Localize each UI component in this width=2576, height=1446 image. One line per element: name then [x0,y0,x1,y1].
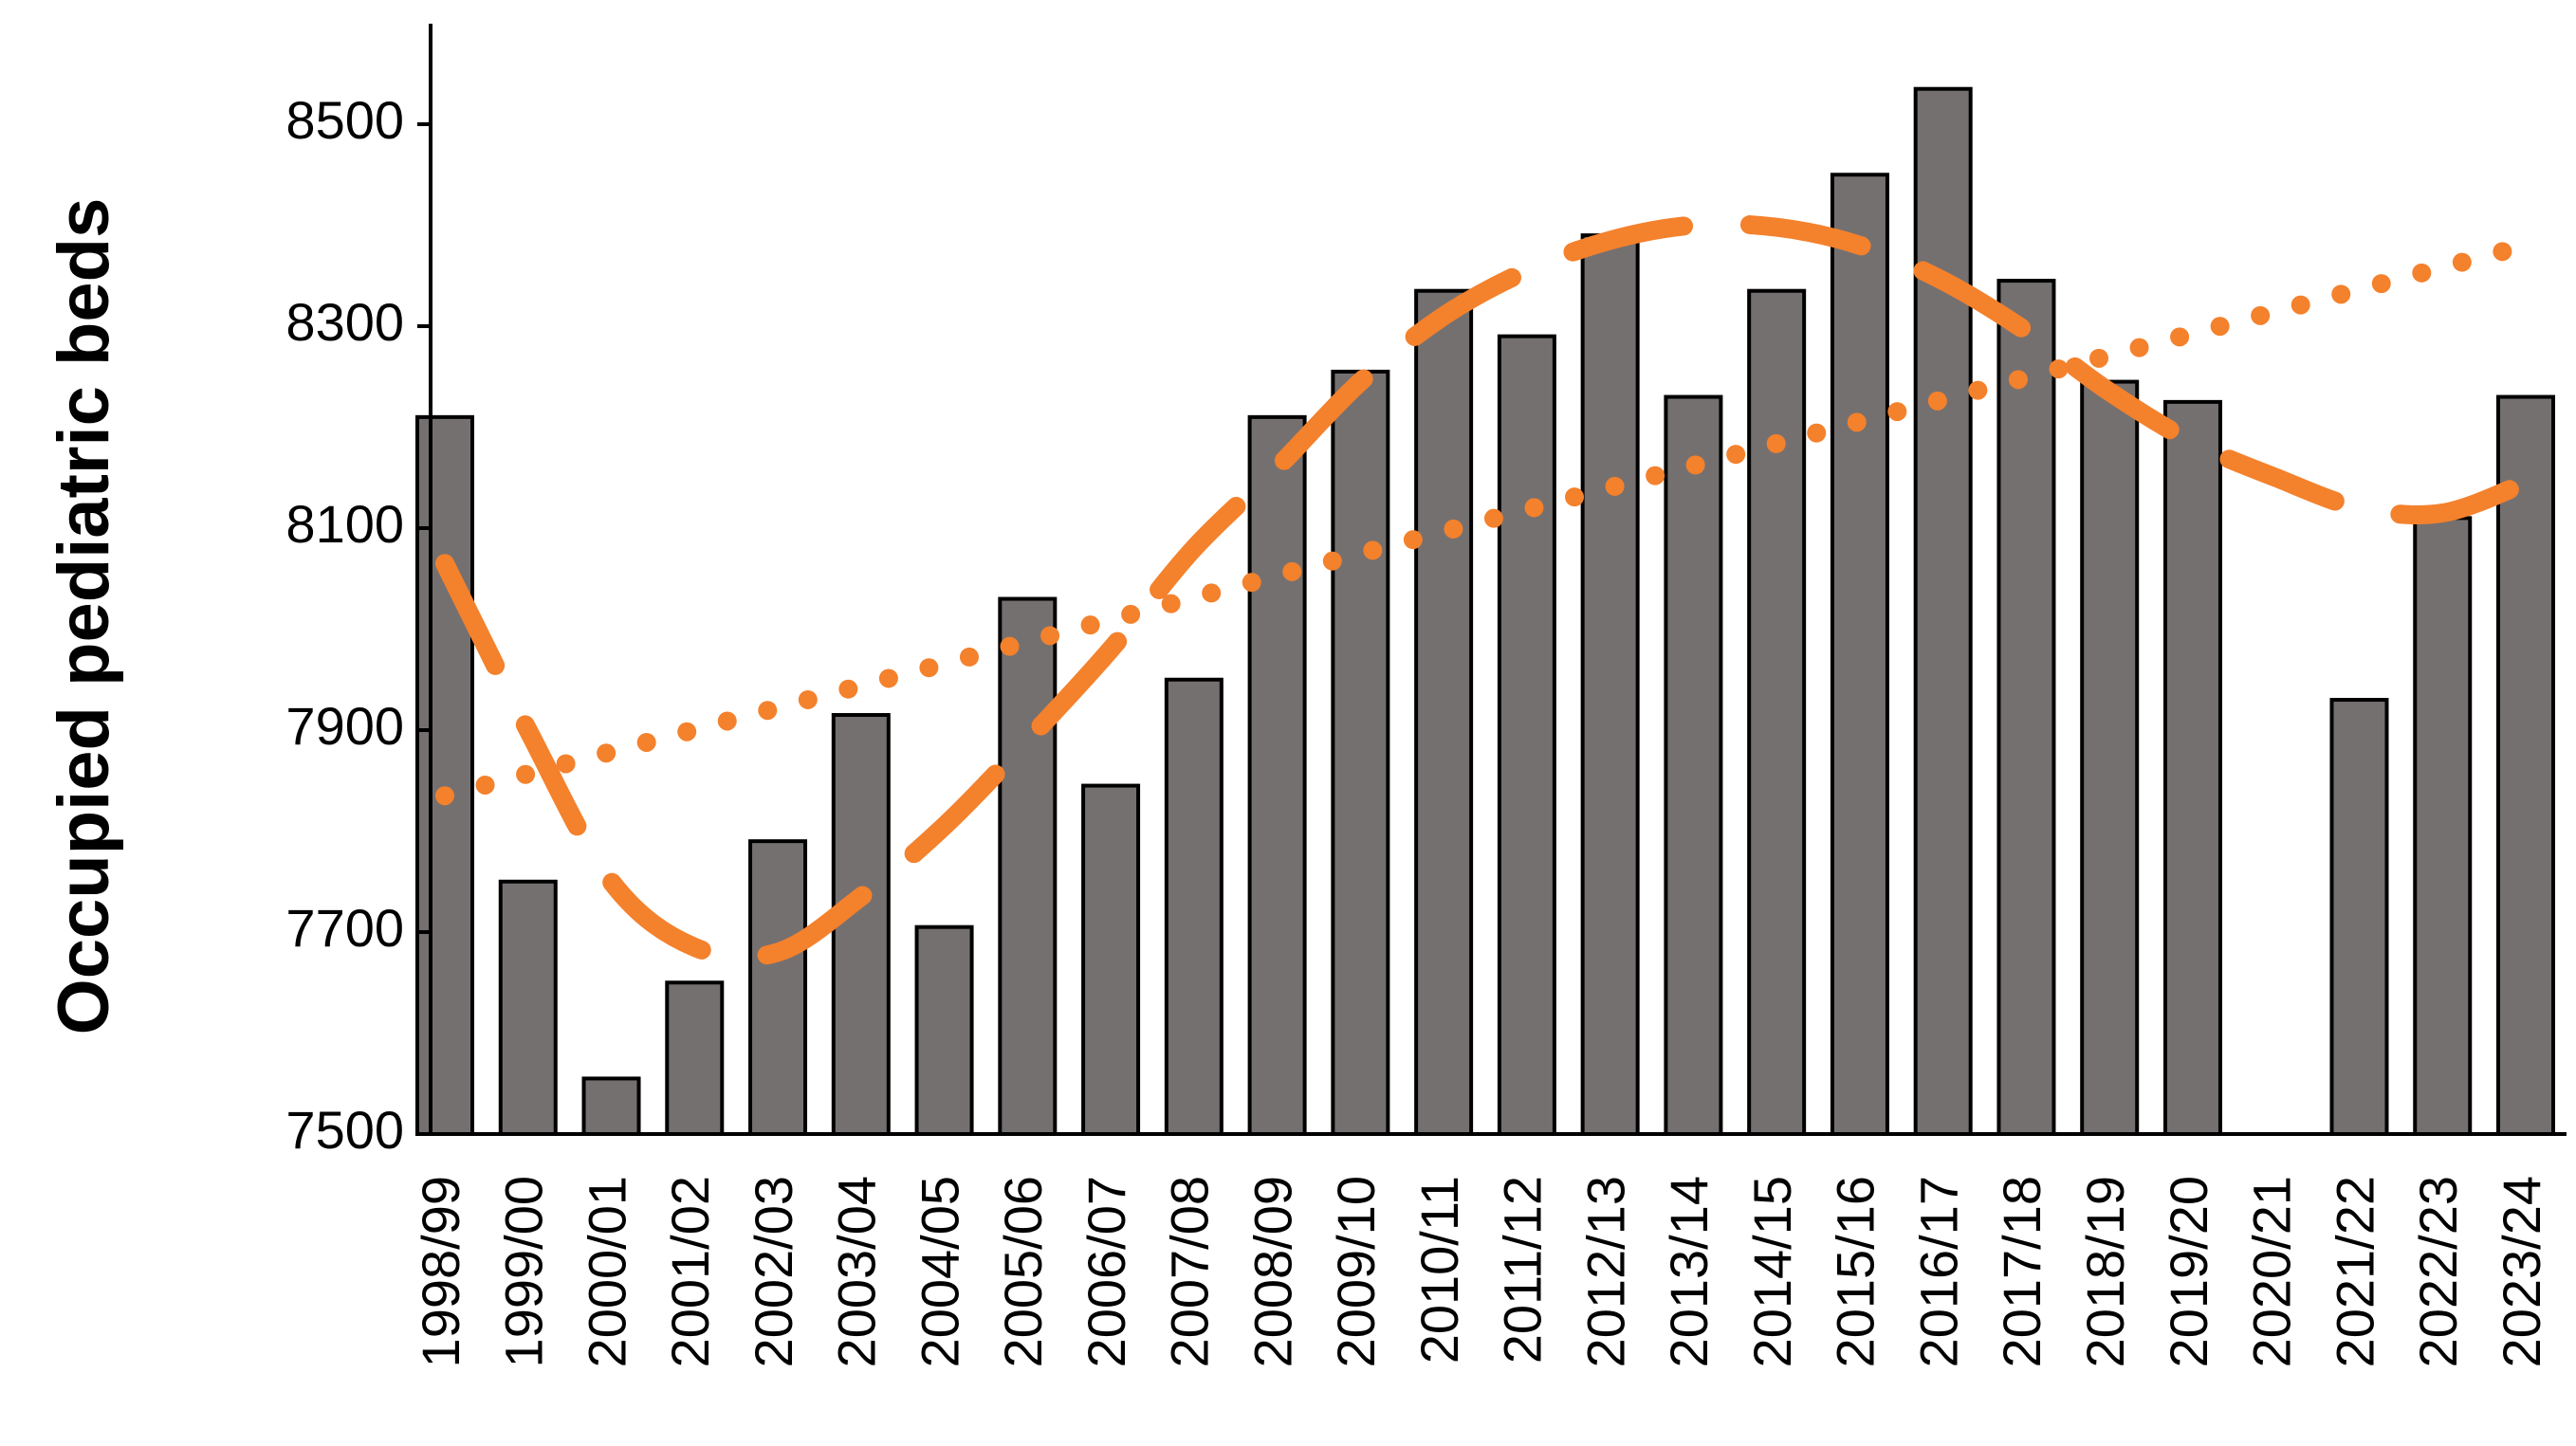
x-tick-label: 2018/19 [2075,1176,2135,1367]
bar-1999-00 [498,879,558,1136]
x-tick-label: 2002/03 [744,1176,803,1367]
x-tick-label: 1999/00 [494,1176,554,1367]
x-tick-label: 2013/14 [1659,1176,1719,1367]
bar-1998-99 [415,414,474,1137]
y-tick-label: 8300 [285,292,404,352]
x-tick-label: 2011/12 [1493,1176,1553,1364]
bar-2010-11 [1414,288,1474,1137]
bar-2015-16 [1830,173,1889,1136]
bar-2004-05 [914,924,974,1136]
bar-2016-17 [1913,86,1973,1137]
bar-2000-01 [581,1076,641,1137]
y-axis-label: Occupied pediatric beds [44,198,124,1035]
y-tick-label: 8500 [285,90,404,150]
x-tick-label: 2005/06 [993,1176,1053,1367]
bar-2011-12 [1497,334,1556,1136]
linear-trendline [435,235,2535,806]
x-tick-label: 2001/02 [660,1176,720,1367]
x-tick-label: 2008/09 [1242,1176,1302,1367]
x-tick-label: 2007/08 [1160,1176,1220,1367]
bar-2001-02 [665,980,725,1136]
x-tick-label: 2006/07 [1076,1176,1136,1367]
bar-2002-03 [748,839,808,1137]
bar-2012-13 [1580,233,1640,1136]
x-tick-label: 2003/04 [827,1176,887,1367]
x-tick-label: 2020/21 [2242,1176,2302,1367]
y-ticks-group: 7500 7700 7900 8100 8300 8500 [285,90,431,1160]
bar-2006-07 [1081,783,1141,1136]
bar-2023-24 [2496,394,2555,1136]
bar-2005-06 [998,596,1058,1136]
x-tick-label: 2009/10 [1326,1176,1386,1367]
trendlines-group [435,214,2535,967]
bar-2003-04 [831,713,891,1137]
x-ticks-group: 1998/99 1999/00 2000/01 2001/02 2002/03 2003/… [411,1176,2551,1367]
bar-2021-22 [2329,698,2389,1136]
x-tick-label: 2004/05 [910,1176,969,1367]
x-tick-label: 2019/20 [2159,1176,2218,1367]
bar-2022-23 [2413,516,2473,1136]
bar-2009-10 [1331,369,1390,1136]
bar-2017-18 [1996,279,2056,1136]
x-tick-label: 2010/11 [1409,1176,1469,1364]
moving-average-trendline [435,214,2535,967]
x-tick-label: 2015/16 [1826,1176,1886,1367]
x-tick-label: 2022/23 [2408,1176,2468,1367]
y-tick-label: 7500 [285,1100,404,1160]
bar-2019-20 [2162,399,2222,1136]
x-tick-label: 2014/15 [1742,1176,1802,1367]
y-tick-label: 8100 [285,494,404,554]
x-tick-label: 2012/13 [1575,1176,1635,1367]
x-tick-label: 2017/18 [1992,1176,2052,1367]
y-tick-label: 7900 [285,696,404,756]
x-tick-label: 1998/99 [411,1176,470,1367]
x-tick-label: 2000/01 [577,1176,636,1367]
bar-2014-15 [1747,288,1807,1137]
x-tick-label: 2021/22 [2325,1176,2384,1367]
y-tick-label: 7700 [285,898,404,958]
bar-2008-09 [1247,414,1307,1137]
axes-group [429,24,2567,1136]
x-tick-label: 2016/17 [1908,1176,1968,1367]
x-tick-label: 2023/24 [2492,1176,2551,1367]
bar-2013-14 [1664,394,1723,1136]
bar-2007-08 [1164,677,1224,1136]
bar-2018-19 [2080,379,2140,1136]
bars-group [415,86,2555,1137]
